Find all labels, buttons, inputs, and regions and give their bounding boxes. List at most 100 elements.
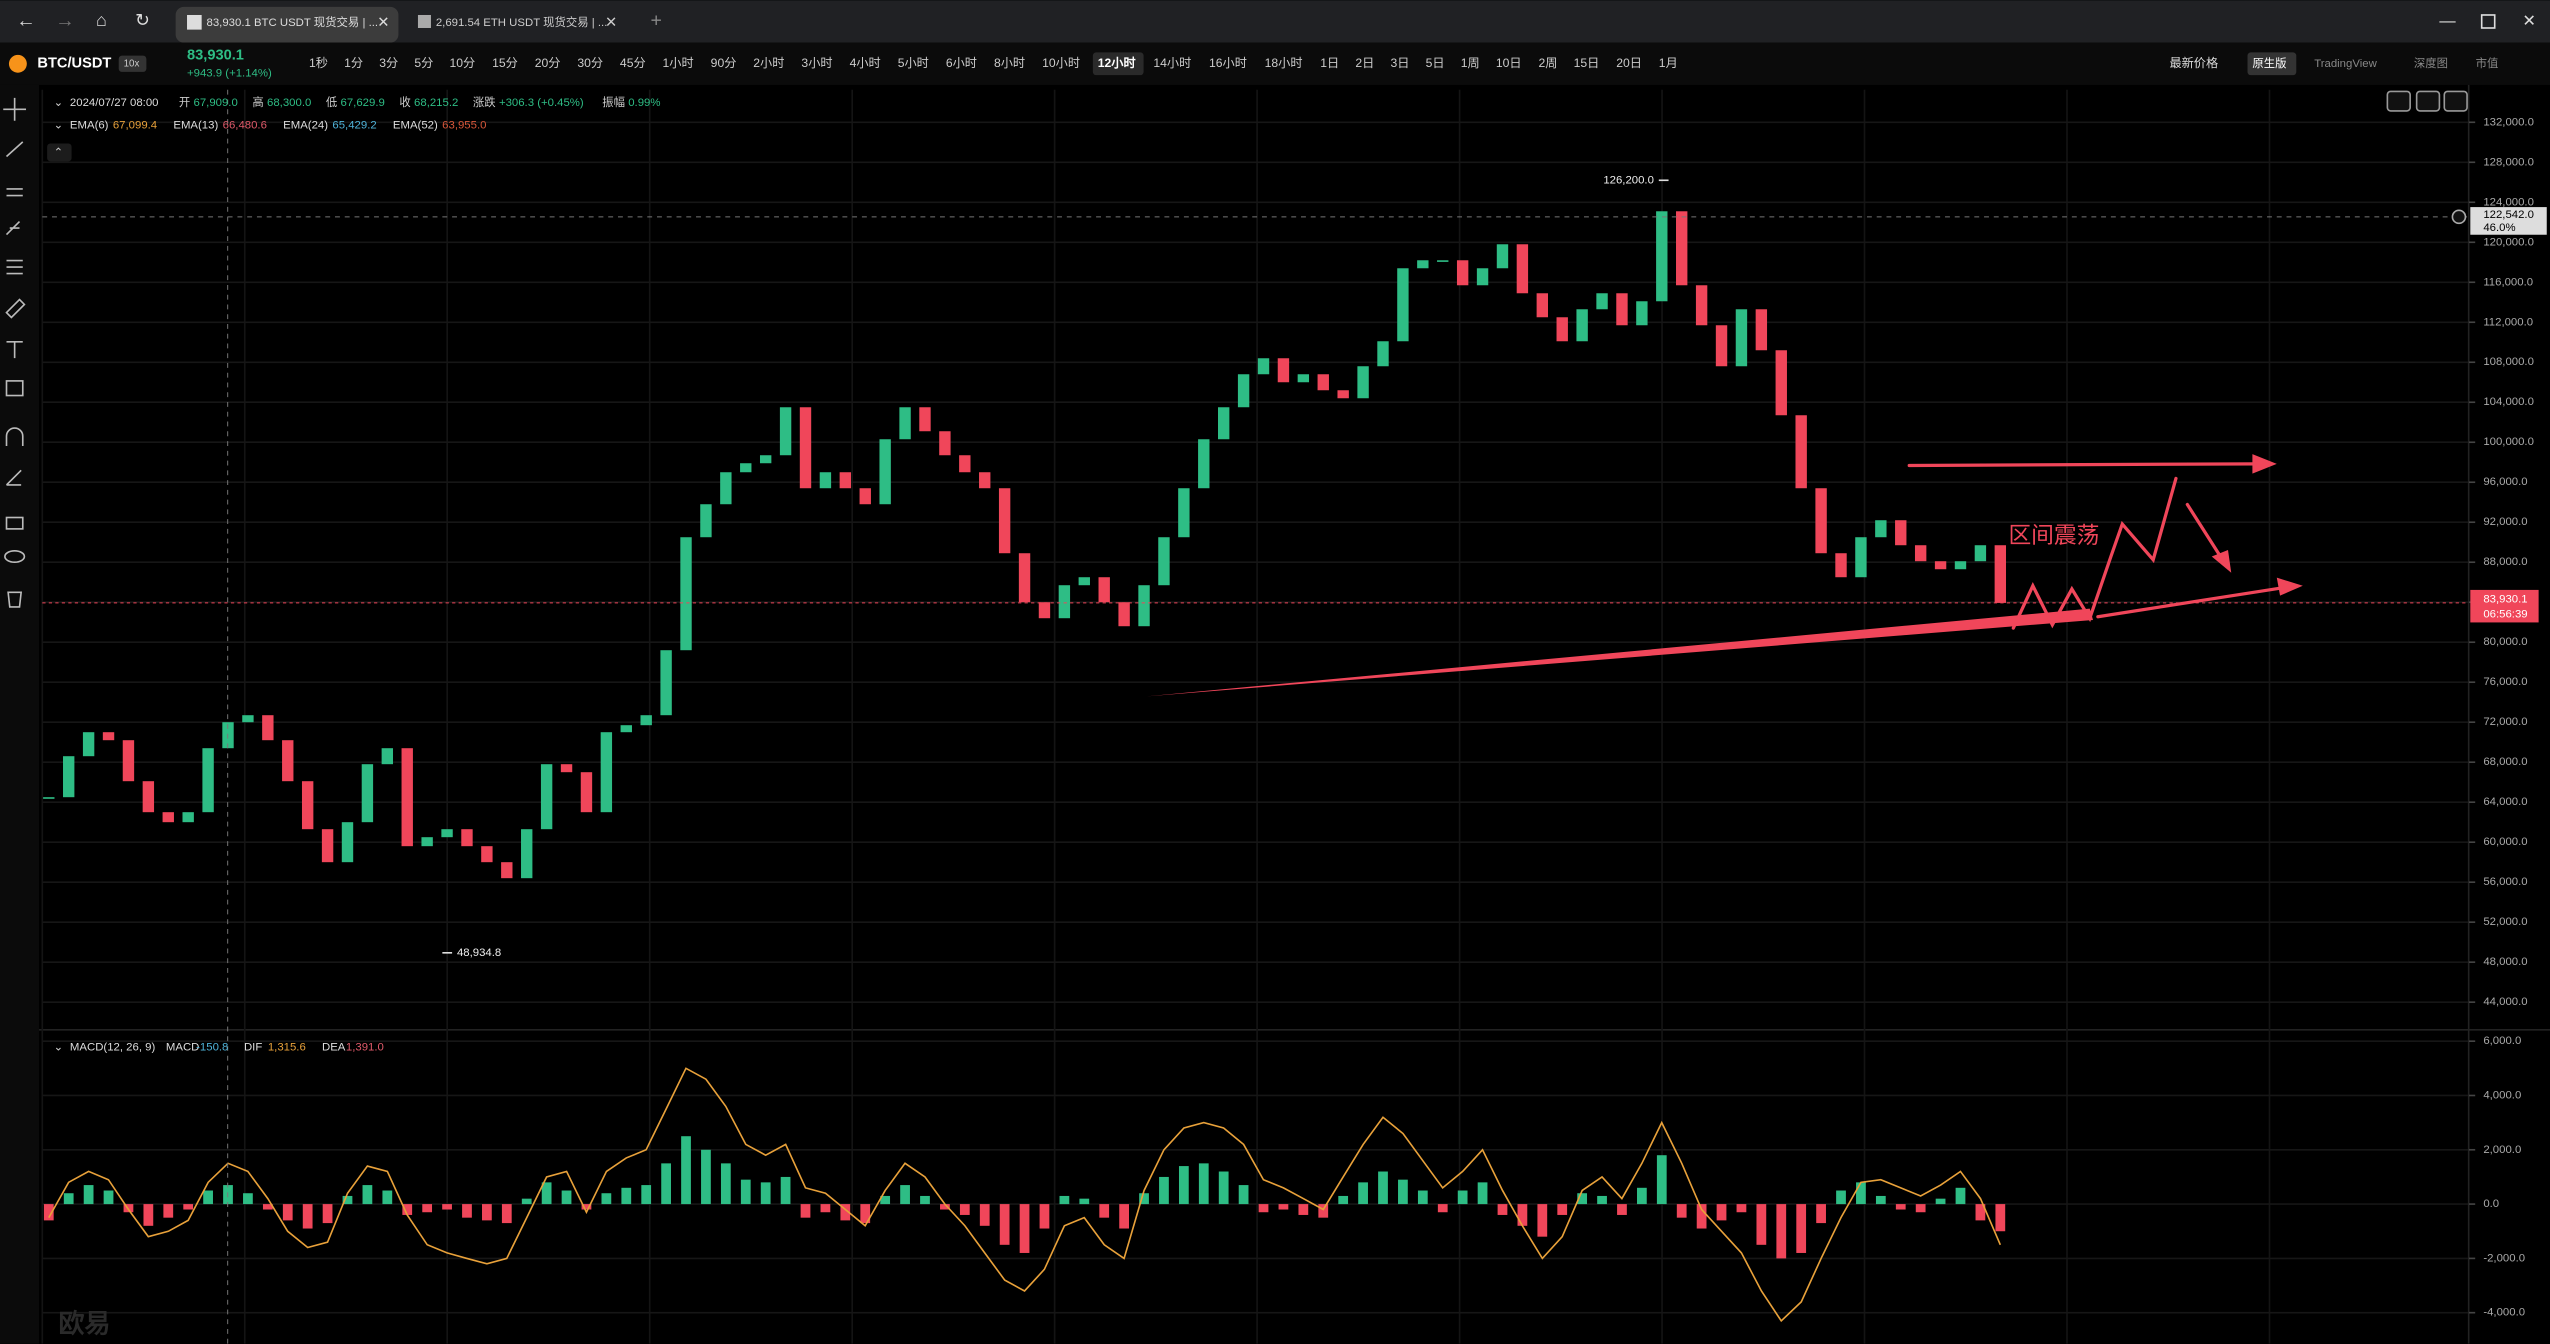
interval[interactable]: 3日	[1390, 56, 1409, 70]
interval[interactable]: 30分	[577, 56, 603, 70]
home-button[interactable]: ⌂	[96, 10, 107, 30]
interval[interactable]: 15日	[1574, 56, 1600, 70]
crosshair-add[interactable]	[2451, 209, 2467, 225]
shape-tool[interactable]	[5, 380, 24, 397]
collapse-button[interactable]	[47, 143, 72, 162]
candle	[1895, 520, 1907, 546]
maximize[interactable]	[2480, 14, 2496, 29]
interval[interactable]: 1周	[1461, 56, 1480, 70]
candle	[361, 764, 374, 823]
close-window[interactable]: ✕	[2522, 12, 2536, 30]
view-tab[interactable]: 深度图	[2414, 56, 2448, 70]
fib-tool[interactable]	[6, 188, 23, 197]
interval[interactable]: 1秒	[309, 56, 328, 70]
visibility-tool[interactable]	[4, 550, 26, 564]
y-tick-label: 44,000.0	[2483, 996, 2527, 1008]
brush-tool[interactable]	[5, 220, 21, 236]
interval[interactable]: 10日	[1496, 56, 1522, 70]
interval[interactable]: 2周	[1538, 56, 1557, 70]
interval[interactable]: 12小时	[1098, 55, 1136, 70]
interval[interactable]: 45分	[620, 56, 646, 70]
new-tab[interactable]: +	[651, 10, 662, 32]
candle	[162, 812, 174, 823]
pane-button[interactable]	[2415, 90, 2441, 112]
candle	[1715, 325, 1728, 367]
interval[interactable]: 1日	[1320, 56, 1339, 70]
view-tab[interactable]: TradingView	[2314, 58, 2377, 70]
interval[interactable]: 16小时	[1209, 56, 1247, 70]
info-label: 涨跌	[473, 95, 496, 109]
lock-tool[interactable]	[5, 516, 24, 530]
delete-tool[interactable]	[7, 591, 23, 608]
magnet-tool[interactable]	[5, 427, 24, 446]
collapse-icon[interactable]: ⌃	[54, 147, 64, 159]
interval[interactable]: 5小时	[898, 56, 929, 70]
interval[interactable]: 10分	[450, 56, 476, 70]
tab-title[interactable]: 2,691.54 ETH USDT 现货交易 | ...	[436, 15, 608, 29]
measure-tool[interactable]	[5, 298, 26, 319]
interval[interactable]: 10小时	[1042, 56, 1080, 70]
macd-bar	[402, 1204, 413, 1215]
y-tick-label: 108,000.0	[2483, 356, 2534, 368]
forward-button[interactable]: →	[55, 10, 75, 32]
minimize[interactable]: —	[2439, 12, 2456, 30]
info-value: +306.3 (+0.45%)	[499, 97, 584, 109]
interval[interactable]: 5分	[414, 56, 433, 70]
candle	[779, 407, 792, 456]
tab-close[interactable]: ✕	[377, 15, 389, 31]
interval[interactable]: 20分	[535, 56, 561, 70]
price-mode[interactable]: 最新价格	[2169, 55, 2218, 70]
candle	[122, 740, 135, 782]
pattern-tool[interactable]	[6, 259, 23, 275]
collapse-caret[interactable]: ⌄	[54, 97, 64, 109]
info-value: 67,629.9	[341, 97, 385, 109]
last-price-label: 83,930.1	[2483, 594, 2527, 606]
collapse-caret[interactable]: ⌄	[54, 1042, 64, 1054]
pane-button[interactable]	[2443, 90, 2468, 112]
symbol[interactable]: BTC/USDT	[37, 56, 111, 72]
interval[interactable]: 15分	[492, 56, 518, 70]
view-tab[interactable]: 原生版	[2252, 56, 2286, 70]
interval[interactable]: 1小时	[663, 56, 694, 70]
candle	[43, 797, 55, 799]
interval[interactable]: 2小时	[753, 56, 784, 70]
interval[interactable]: 4小时	[850, 56, 881, 70]
interval[interactable]: 3分	[379, 56, 398, 70]
candle	[700, 504, 712, 538]
tab-close[interactable]: ✕	[605, 15, 617, 31]
y-tick-label: 68,000.0	[2483, 756, 2527, 768]
view-tab[interactable]: 市值	[2476, 56, 2499, 70]
interval[interactable]: 6小时	[946, 56, 977, 70]
collapse-caret[interactable]: ⌄	[54, 120, 64, 132]
line-tool[interactable]	[5, 141, 24, 158]
tab-title[interactable]: 83,930.1 BTC USDT 现货交易 | ...	[207, 15, 379, 29]
text-tool[interactable]	[6, 341, 23, 359]
candle	[939, 431, 951, 456]
interval[interactable]: 8小时	[994, 56, 1025, 70]
pane-button[interactable]	[2386, 90, 2411, 112]
macd-bar	[621, 1187, 632, 1205]
reload-button[interactable]: ↻	[135, 10, 150, 30]
candle	[580, 772, 593, 813]
candle	[341, 822, 354, 863]
crosshair-tool[interactable]	[3, 97, 27, 121]
macd-bar	[661, 1163, 671, 1205]
interval[interactable]: 3小时	[801, 56, 832, 70]
pencil-tool[interactable]	[5, 469, 22, 486]
interval[interactable]: 2日	[1355, 56, 1374, 70]
interval[interactable]: 5日	[1426, 56, 1445, 70]
interval[interactable]: 18小时	[1265, 56, 1303, 70]
interval[interactable]: 20日	[1616, 56, 1642, 70]
macd-bar	[1915, 1204, 1926, 1213]
macd-bar	[1756, 1204, 1767, 1245]
candle	[600, 732, 613, 813]
candle	[242, 715, 254, 723]
interval[interactable]: 14小时	[1153, 56, 1191, 70]
y-tick-label: -4,000.0	[2483, 1307, 2525, 1319]
active-tab[interactable]	[175, 6, 399, 43]
back-button[interactable]: ←	[16, 10, 36, 32]
interval[interactable]: 1分	[344, 56, 363, 70]
candle	[262, 715, 274, 741]
interval[interactable]: 1月	[1659, 56, 1678, 70]
interval[interactable]: 90分	[711, 56, 737, 70]
